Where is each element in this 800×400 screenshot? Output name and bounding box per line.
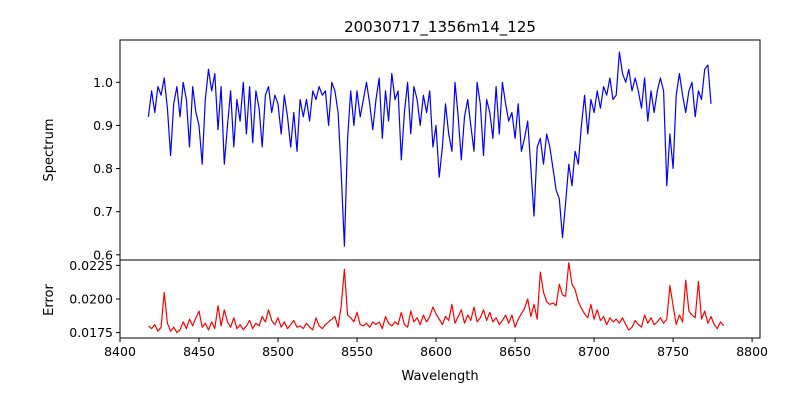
spectrum-series-line xyxy=(147,51,712,247)
error-y-tick-label: 0.0200 xyxy=(69,292,113,307)
spectrum-y-tick-label: 0.6 xyxy=(93,247,113,262)
spectrum-y-tick-label: 0.9 xyxy=(93,118,113,133)
spectrum-y-tick-label: 0.7 xyxy=(93,204,113,219)
error-y-tick-label: 0.0225 xyxy=(69,258,113,273)
x-tick-label: 8700 xyxy=(578,344,610,359)
x-tick-label: 8650 xyxy=(499,344,531,359)
x-axis-label: Wavelength xyxy=(401,369,478,384)
spectrum-y-tick-label: 1.0 xyxy=(93,75,113,90)
error-y-ticks: 0.0175 0.0200 0.0225 xyxy=(69,258,120,340)
x-tick-label: 8800 xyxy=(736,344,768,359)
x-axis-ticks: 8400 8450 8500 8550 8600 8650 8700 8750 8800 xyxy=(104,338,768,359)
x-tick-label: 8600 xyxy=(420,344,452,359)
error-y-axis-label: Error xyxy=(42,284,57,316)
x-tick-label: 8400 xyxy=(104,344,136,359)
x-tick-label: 8450 xyxy=(183,344,215,359)
error-series-line xyxy=(148,262,725,334)
x-tick-label: 8500 xyxy=(262,344,294,359)
spectrum-y-ticks: 0.6 0.7 0.8 0.9 1.0 xyxy=(93,75,120,262)
chart-title: 20030717_1356m14_125 xyxy=(344,18,536,37)
x-tick-label: 8550 xyxy=(341,344,373,359)
spectrum-y-tick-label: 0.8 xyxy=(93,161,113,176)
error-panel: Error 0.0175 0.0200 0.0225 xyxy=(42,258,761,340)
spectrum-y-axis-label: Spectrum xyxy=(42,119,57,182)
spectrum-panel: Spectrum 0.6 0.7 0.8 0.9 1.0 xyxy=(42,39,761,262)
x-tick-label: 8750 xyxy=(657,344,689,359)
error-y-tick-label: 0.0175 xyxy=(69,325,113,340)
